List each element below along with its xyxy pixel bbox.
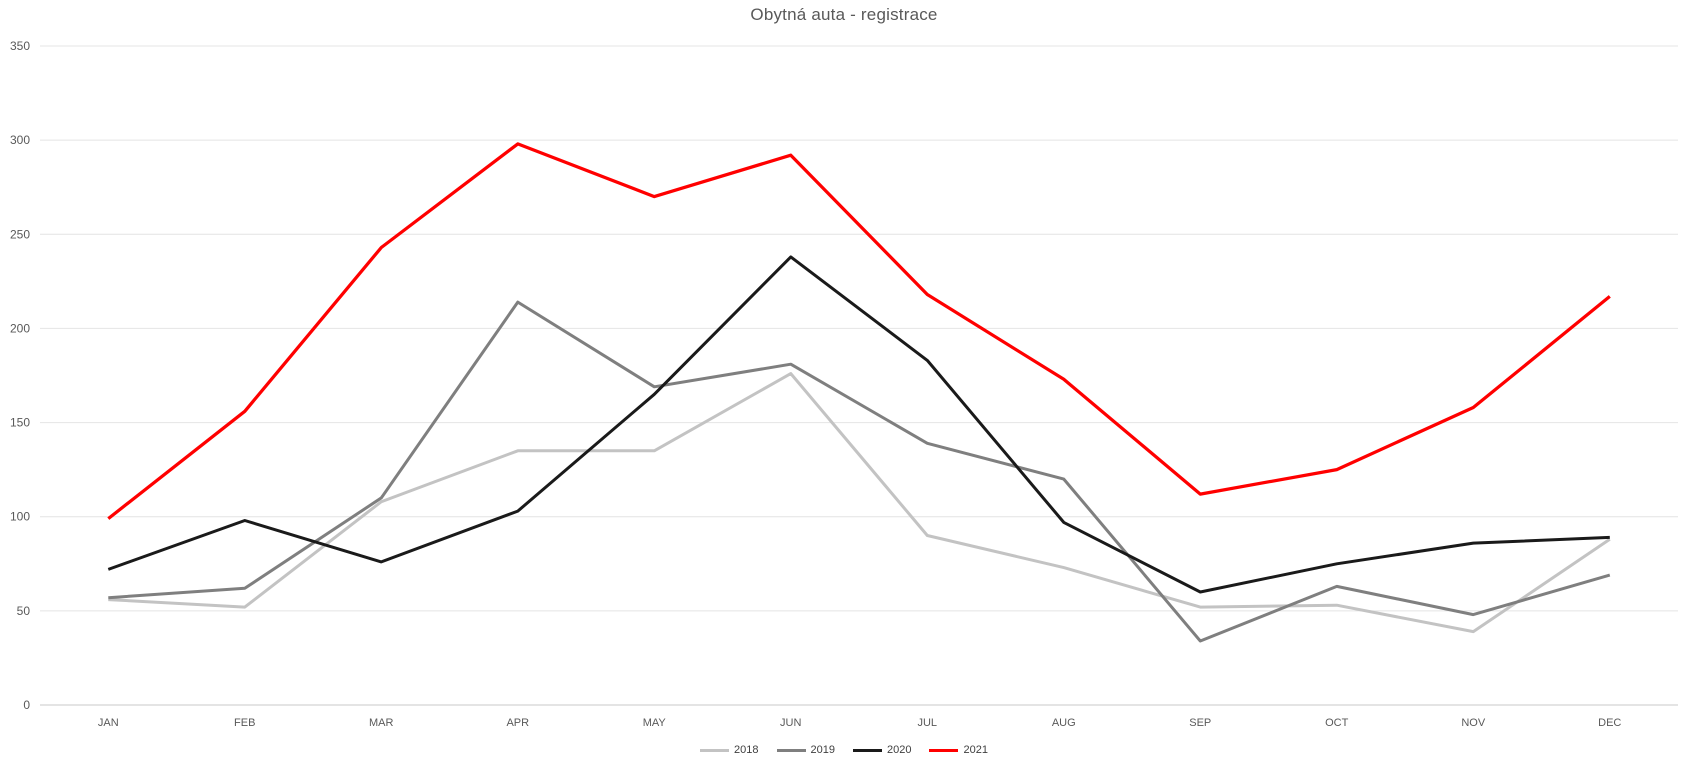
series-line-2018 (108, 372, 1611, 634)
legend-label-2018: 2018 (734, 744, 759, 756)
x-tick-label-oct: OCT (1325, 717, 1349, 729)
x-tick-label-aug: AUG (1052, 717, 1076, 729)
legend-swatch-2019 (776, 748, 806, 752)
x-tick-label-mar: MAR (369, 717, 394, 729)
legend-item-2018: 2018 (700, 744, 759, 756)
x-tick-label-nov: NOV (1461, 717, 1486, 729)
legend-swatch-2020 (853, 748, 882, 752)
series-line-2020 (107, 255, 1610, 594)
x-tick-label-apr: APR (506, 717, 529, 729)
legend-swatch-2021 (929, 748, 959, 752)
y-tick-label-200: 200 (10, 321, 30, 335)
y-tick-label-0: 0 (23, 698, 30, 712)
x-tick-label-may: MAY (643, 717, 667, 729)
legend-label-2020: 2020 (887, 744, 912, 756)
y-tick-label-250: 250 (10, 227, 30, 241)
legend-item-2020: 2020 (853, 744, 911, 756)
y-tick-label-150: 150 (10, 416, 30, 430)
x-tick-label-sep: SEP (1189, 717, 1211, 729)
legend-item-2019: 2019 (776, 744, 835, 756)
x-tick-label-jan: JAN (98, 717, 119, 729)
y-tick-label-350: 350 (10, 39, 30, 53)
x-tick-label-jun: JUN (780, 717, 801, 729)
x-tick-label-dec: DEC (1598, 717, 1621, 729)
series-line-2021 (107, 142, 1611, 520)
x-tick-label-feb: FEB (234, 717, 255, 729)
y-tick-label-100: 100 (10, 510, 30, 524)
y-tick-label-50: 50 (17, 604, 31, 618)
chart-title: Obytná auta - registrace (750, 5, 938, 24)
series-line-2019 (108, 300, 1611, 643)
legend-item-2021: 2021 (929, 744, 988, 756)
y-tick-label-300: 300 (10, 133, 30, 147)
x-tick-label-jul: JUL (917, 717, 937, 729)
legend: 2018 2019 2020 2021 (0, 744, 1688, 756)
legend-label-2021: 2021 (963, 744, 988, 756)
legend-label-2019: 2019 (810, 744, 835, 756)
legend-swatch-2018 (700, 748, 730, 752)
